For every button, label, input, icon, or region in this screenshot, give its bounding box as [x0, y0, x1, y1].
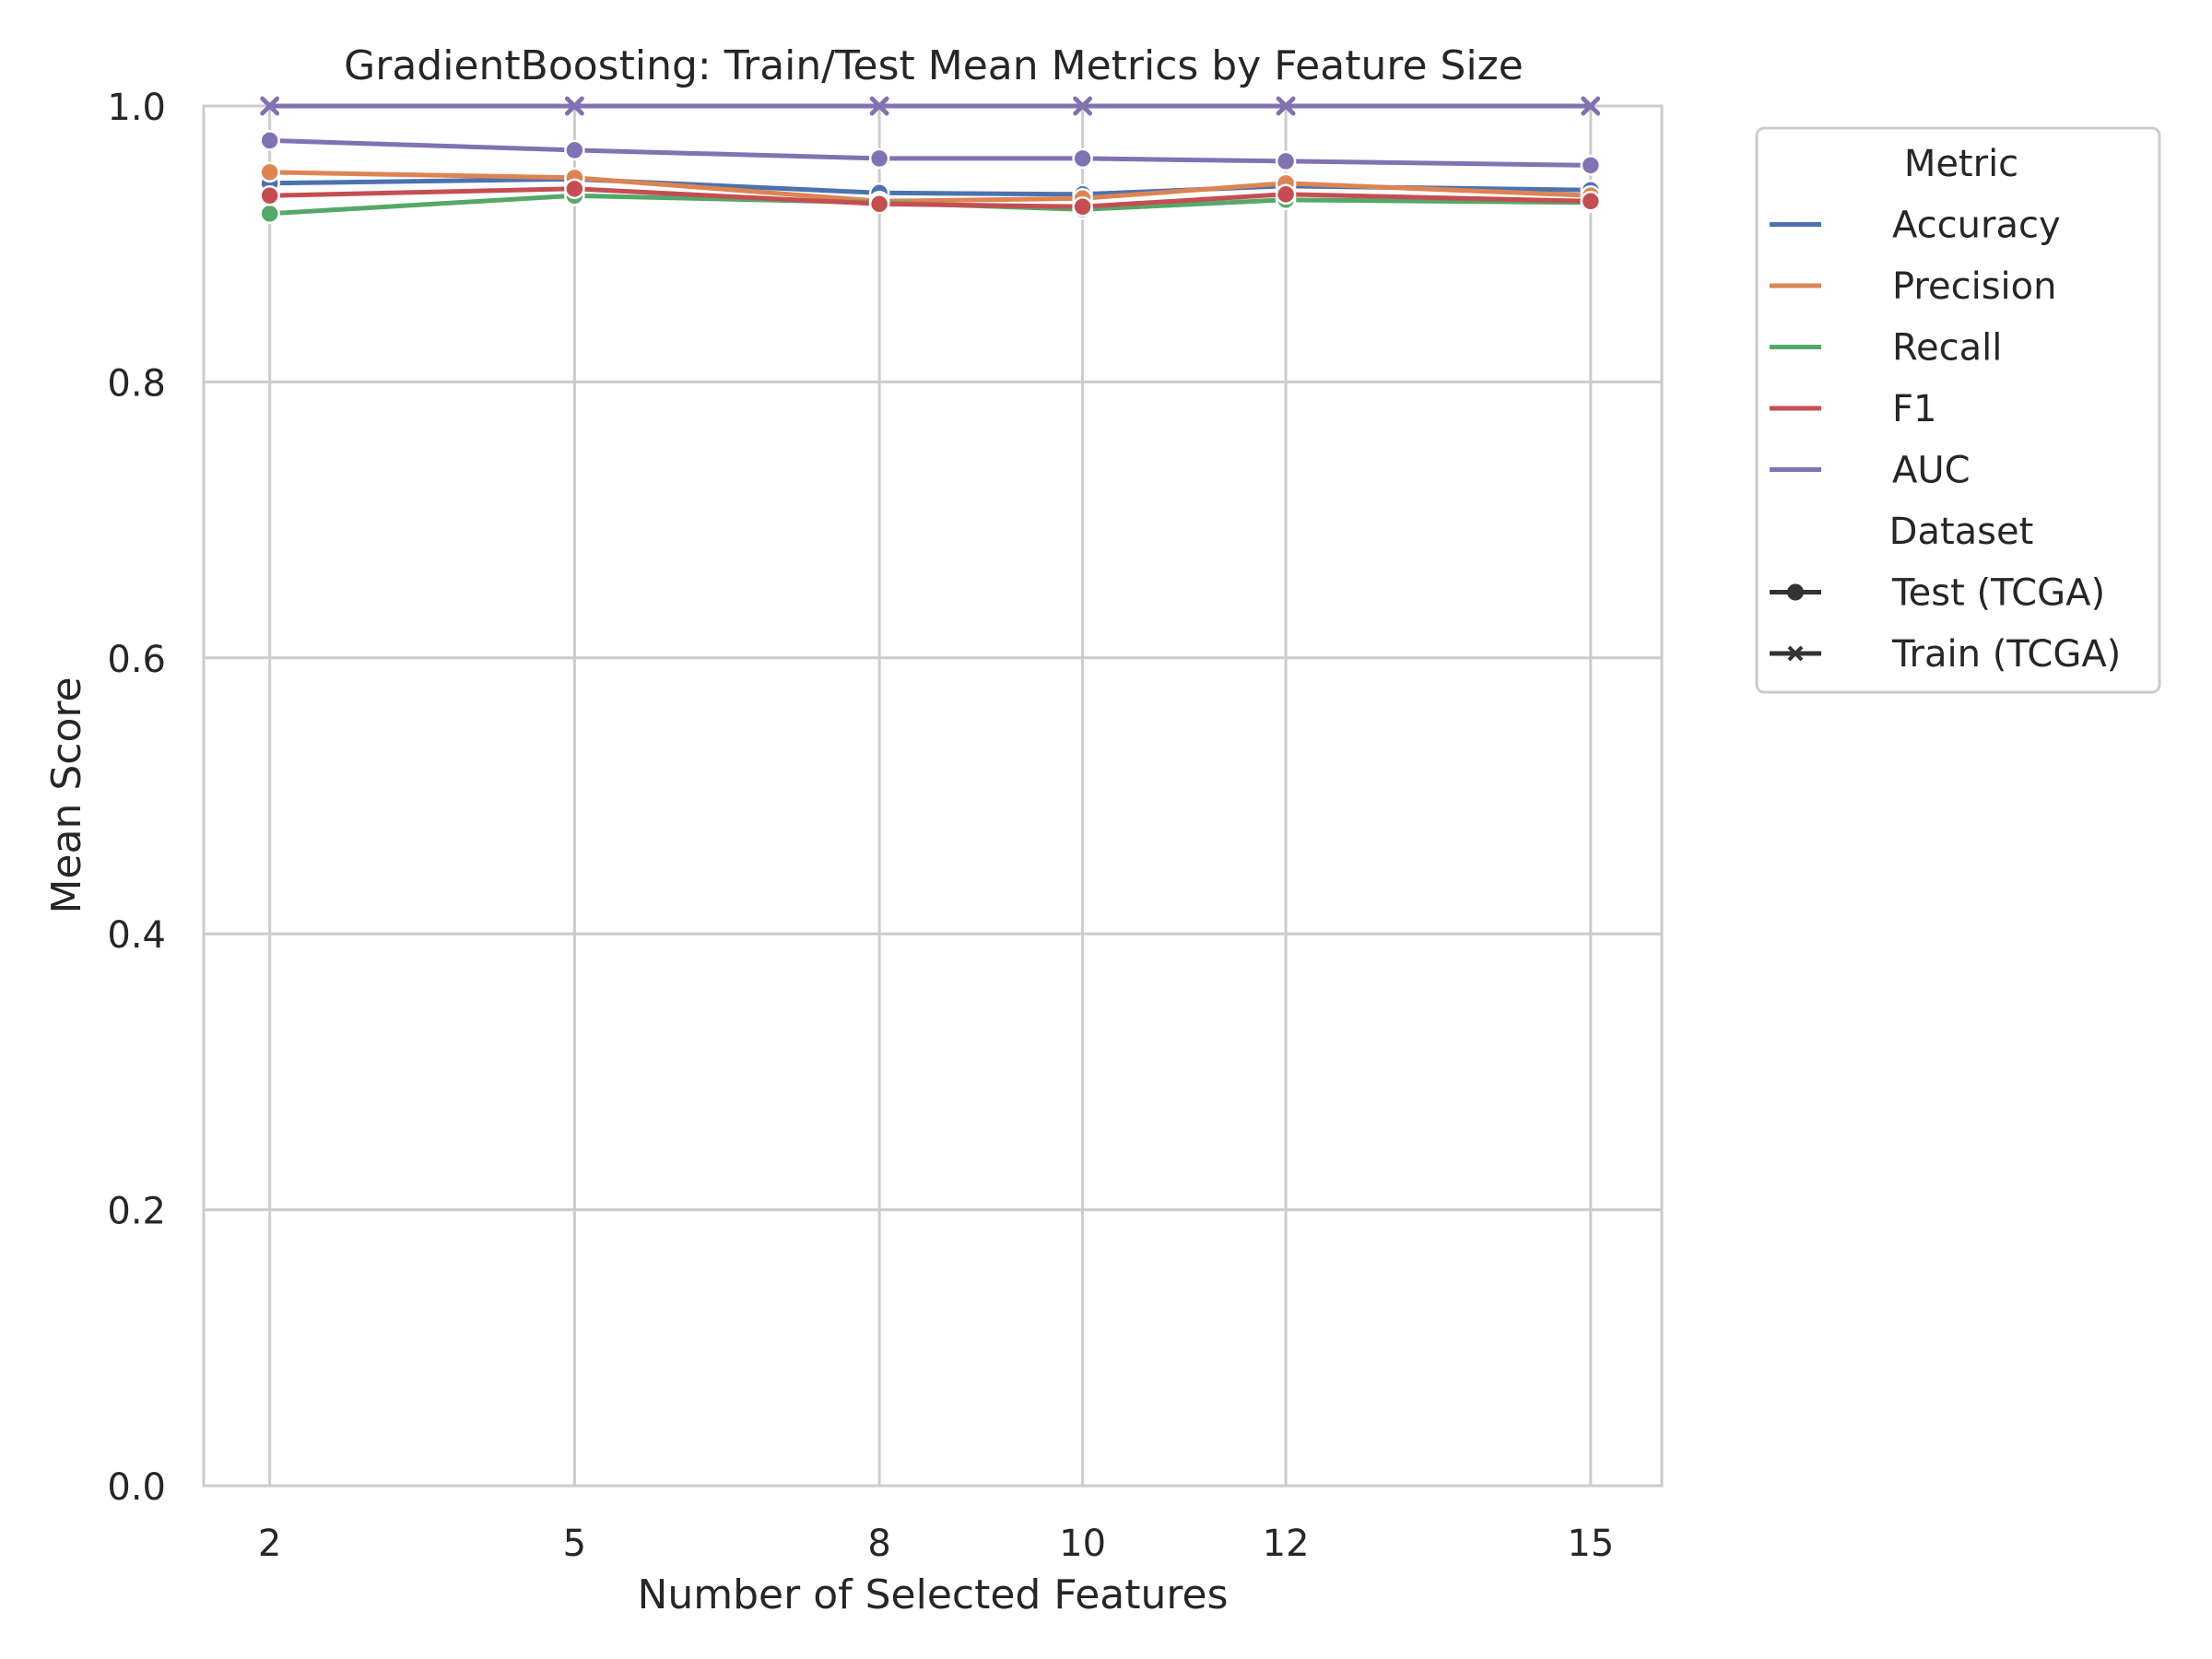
y-tick-label: 0.6: [107, 639, 166, 681]
data-point-auc-train: [260, 96, 279, 116]
legend-marker-circle-icon: [1787, 583, 1804, 601]
legend-label-f1: F1: [1892, 388, 1936, 430]
data-point-auc-train: [565, 96, 584, 116]
x-tick-label: 15: [1567, 1523, 1614, 1565]
data-point-auc-test: [1275, 150, 1297, 172]
x-tick-label: 2: [258, 1523, 281, 1565]
legend-label-recall: Recall: [1892, 327, 2002, 370]
data-point-f1-test: [1072, 196, 1093, 218]
series-line-precision-test: [267, 170, 1594, 204]
chart-title: GradientBoosting: Train/Test Mean Metric…: [344, 42, 1524, 89]
legend-metric-title: Metric: [1904, 143, 2018, 185]
y-axis-label: Mean Score: [43, 677, 90, 913]
data-point-precision-test: [259, 161, 280, 183]
data-point-auc-test: [1072, 147, 1093, 170]
plot-frame: [202, 104, 1664, 1488]
y-tick-label: 0.0: [107, 1466, 166, 1509]
x-axis-label: Number of Selected Features: [637, 1571, 1228, 1618]
data-point-auc-train: [1581, 96, 1601, 116]
y-tick-label: 0.8: [107, 362, 166, 405]
series-line-auc-test: [267, 137, 1594, 168]
x-tick-label: 5: [563, 1523, 586, 1565]
data-point-f1-test: [1275, 183, 1297, 206]
x-tick-label: 10: [1059, 1523, 1106, 1565]
x-axis-ticks: 2 5 8 10 12 15: [258, 1523, 1614, 1565]
data-point-auc-test: [564, 139, 585, 161]
legend-frame: [1755, 126, 2161, 694]
series-line-f1-test: [267, 186, 1594, 209]
series-layer: [267, 103, 1594, 217]
legend-label-test: Test (TCGA): [1891, 572, 2105, 615]
data-point-auc-train: [1276, 96, 1296, 116]
legend-label-train: Train (TCGA): [1891, 633, 2121, 676]
legend-label-accuracy: Accuracy: [1892, 205, 2061, 247]
grid-lines: [204, 104, 1662, 1488]
data-point-auc-test: [1580, 155, 1602, 176]
y-tick-label: 0.4: [107, 914, 166, 957]
data-point-auc-test: [868, 147, 890, 170]
data-point-f1-test: [564, 178, 585, 200]
legend-label-precision: Precision: [1892, 265, 2056, 308]
x-tick-label: 8: [867, 1523, 890, 1565]
legend: Metric Accuracy Precision Recall F1 AUC Datase…: [1755, 126, 2161, 694]
data-point-auc-test: [259, 130, 280, 151]
data-point-f1-test: [259, 185, 280, 206]
legend-dataset-title: Dataset: [1889, 511, 2034, 553]
y-tick-label: 1.0: [107, 87, 166, 129]
data-point-auc-train: [869, 96, 889, 116]
y-axis-ticks: 0.0 0.2 0.4 0.6 0.8 1.0: [107, 87, 166, 1509]
data-point-auc-train: [1073, 96, 1092, 116]
markers-layer: [259, 96, 1602, 225]
x-tick-label: 12: [1263, 1523, 1310, 1565]
data-point-recall-test: [259, 203, 280, 225]
data-point-f1-test: [868, 194, 890, 215]
legend-marker-x-icon: [1787, 645, 1804, 662]
legend-label-auc: AUC: [1892, 450, 1971, 492]
data-point-f1-test: [1580, 191, 1602, 212]
y-tick-label: 0.2: [107, 1191, 166, 1233]
